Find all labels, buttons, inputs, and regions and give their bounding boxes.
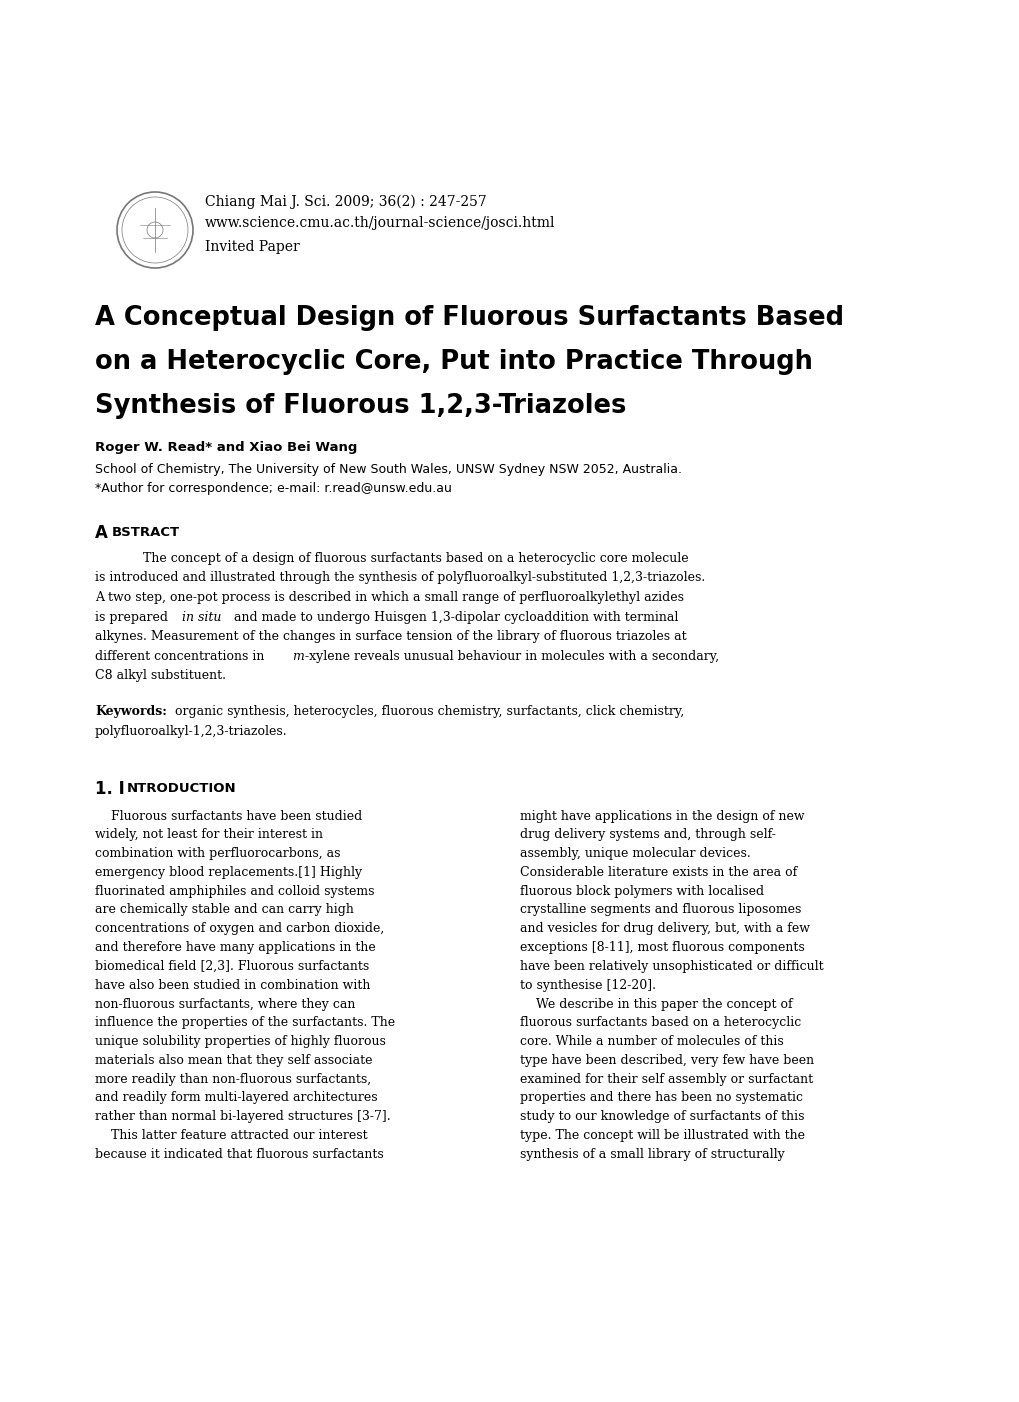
Text: non-fluorous surfactants, where they can: non-fluorous surfactants, where they can bbox=[95, 997, 355, 1011]
Text: fluorous surfactants based on a heterocyclic: fluorous surfactants based on a heterocy… bbox=[520, 1016, 801, 1029]
Text: www.science.cmu.ac.th/journal-science/josci.html: www.science.cmu.ac.th/journal-science/jo… bbox=[205, 216, 555, 230]
Text: and therefore have many applications in the: and therefore have many applications in … bbox=[95, 941, 375, 955]
Text: widely, not least for their interest in: widely, not least for their interest in bbox=[95, 829, 323, 841]
Text: organic synthesis, heterocycles, fluorous chemistry, surfactants, click chemistr: organic synthesis, heterocycles, fluorou… bbox=[171, 705, 684, 718]
Text: We describe in this paper the concept of: We describe in this paper the concept of bbox=[520, 997, 792, 1011]
Text: -xylene reveals unusual behaviour in molecules with a secondary,: -xylene reveals unusual behaviour in mol… bbox=[305, 649, 718, 663]
Text: different concentrations in: different concentrations in bbox=[95, 649, 268, 663]
Text: School of Chemistry, The University of New South Wales, UNSW Sydney NSW 2052, Au: School of Chemistry, The University of N… bbox=[95, 463, 682, 477]
Text: fluorinated amphiphiles and colloid systems: fluorinated amphiphiles and colloid syst… bbox=[95, 885, 374, 897]
Text: type. The concept will be illustrated with the: type. The concept will be illustrated wi… bbox=[520, 1129, 804, 1143]
Text: are chemically stable and can carry high: are chemically stable and can carry high bbox=[95, 903, 354, 917]
Text: A: A bbox=[95, 524, 108, 543]
Text: Keywords:: Keywords: bbox=[95, 705, 167, 718]
Text: BSTRACT: BSTRACT bbox=[111, 526, 179, 538]
Text: C8 alkyl substituent.: C8 alkyl substituent. bbox=[95, 669, 226, 681]
Text: combination with perfluorocarbons, as: combination with perfluorocarbons, as bbox=[95, 847, 340, 859]
Text: have been relatively unsophisticated or difficult: have been relatively unsophisticated or … bbox=[520, 960, 822, 973]
Text: emergency blood replacements.[1] Highly: emergency blood replacements.[1] Highly bbox=[95, 866, 362, 879]
Text: exceptions [8-11], most fluorous components: exceptions [8-11], most fluorous compone… bbox=[520, 941, 804, 955]
Text: NTRODUCTION: NTRODUCTION bbox=[127, 782, 236, 795]
Text: study to our knowledge of surfactants of this: study to our knowledge of surfactants of… bbox=[520, 1110, 804, 1123]
Text: This latter feature attracted our interest: This latter feature attracted our intere… bbox=[95, 1129, 367, 1143]
Text: Chiang Mai J. Sci. 2009; 36(2) : 247-257: Chiang Mai J. Sci. 2009; 36(2) : 247-257 bbox=[205, 195, 486, 209]
Text: drug delivery systems and, through self-: drug delivery systems and, through self- bbox=[520, 829, 775, 841]
Text: The concept of a design of fluorous surfactants based on a heterocyclic core mol: The concept of a design of fluorous surf… bbox=[95, 552, 688, 565]
Text: materials also mean that they self associate: materials also mean that they self assoc… bbox=[95, 1054, 372, 1067]
Text: Synthesis of Fluorous 1,2,3-Triazoles: Synthesis of Fluorous 1,2,3-Triazoles bbox=[95, 393, 626, 419]
Text: and readily form multi-layered architectures: and readily form multi-layered architect… bbox=[95, 1092, 377, 1105]
Text: and vesicles for drug delivery, but, with a few: and vesicles for drug delivery, but, wit… bbox=[520, 923, 809, 935]
Text: type have been described, very few have been: type have been described, very few have … bbox=[520, 1054, 813, 1067]
Text: rather than normal bi-layered structures [3-7].: rather than normal bi-layered structures… bbox=[95, 1110, 390, 1123]
Text: and made to undergo Huisgen 1,3-dipolar cycloaddition with terminal: and made to undergo Huisgen 1,3-dipolar … bbox=[229, 610, 678, 624]
Text: A Conceptual Design of Fluorous Surfactants Based: A Conceptual Design of Fluorous Surfacta… bbox=[95, 306, 843, 331]
Text: influence the properties of the surfactants. The: influence the properties of the surfacta… bbox=[95, 1016, 394, 1029]
Text: 1. I: 1. I bbox=[95, 780, 124, 798]
Text: A two step, one-pot process is described in which a small range of perfluoroalky: A two step, one-pot process is described… bbox=[95, 592, 684, 604]
Text: concentrations of oxygen and carbon dioxide,: concentrations of oxygen and carbon diox… bbox=[95, 923, 384, 935]
Text: biomedical field [2,3]. Fluorous surfactants: biomedical field [2,3]. Fluorous surfact… bbox=[95, 960, 369, 973]
Text: examined for their self assembly or surfactant: examined for their self assembly or surf… bbox=[520, 1073, 812, 1085]
Text: have also been studied in combination with: have also been studied in combination wi… bbox=[95, 979, 370, 991]
Text: Fluorous surfactants have been studied: Fluorous surfactants have been studied bbox=[95, 809, 362, 823]
Text: crystalline segments and fluorous liposomes: crystalline segments and fluorous liposo… bbox=[520, 903, 801, 917]
Text: is prepared: is prepared bbox=[95, 610, 172, 624]
Text: Considerable literature exists in the area of: Considerable literature exists in the ar… bbox=[520, 866, 797, 879]
Text: on a Heterocyclic Core, Put into Practice Through: on a Heterocyclic Core, Put into Practic… bbox=[95, 349, 812, 374]
Text: because it indicated that fluorous surfactants: because it indicated that fluorous surfa… bbox=[95, 1148, 383, 1161]
Text: core. While a number of molecules of this: core. While a number of molecules of thi… bbox=[520, 1035, 783, 1049]
Text: assembly, unique molecular devices.: assembly, unique molecular devices. bbox=[520, 847, 750, 859]
Text: synthesis of a small library of structurally: synthesis of a small library of structur… bbox=[520, 1148, 784, 1161]
Text: more readily than non-fluorous surfactants,: more readily than non-fluorous surfactan… bbox=[95, 1073, 371, 1085]
Text: might have applications in the design of new: might have applications in the design of… bbox=[520, 809, 804, 823]
Text: fluorous block polymers with localised: fluorous block polymers with localised bbox=[520, 885, 763, 897]
Text: m: m bbox=[291, 649, 304, 663]
Text: Roger W. Read* and Xiao Bei Wang: Roger W. Read* and Xiao Bei Wang bbox=[95, 442, 357, 454]
Text: properties and there has been no systematic: properties and there has been no systema… bbox=[520, 1092, 802, 1105]
Text: to synthesise [12-20].: to synthesise [12-20]. bbox=[520, 979, 655, 991]
Text: in situ: in situ bbox=[181, 610, 221, 624]
Text: is introduced and illustrated through the synthesis of polyfluoroalkyl-substitut: is introduced and illustrated through th… bbox=[95, 572, 704, 585]
Text: alkynes. Measurement of the changes in surface tension of the library of fluorou: alkynes. Measurement of the changes in s… bbox=[95, 629, 686, 644]
Text: unique solubility properties of highly fluorous: unique solubility properties of highly f… bbox=[95, 1035, 385, 1049]
Text: Invited Paper: Invited Paper bbox=[205, 240, 300, 254]
Text: polyfluoroalkyl-1,2,3-triazoles.: polyfluoroalkyl-1,2,3-triazoles. bbox=[95, 725, 287, 737]
Text: *Author for correspondence; e-mail: r.read@unsw.edu.au: *Author for correspondence; e-mail: r.re… bbox=[95, 482, 451, 495]
